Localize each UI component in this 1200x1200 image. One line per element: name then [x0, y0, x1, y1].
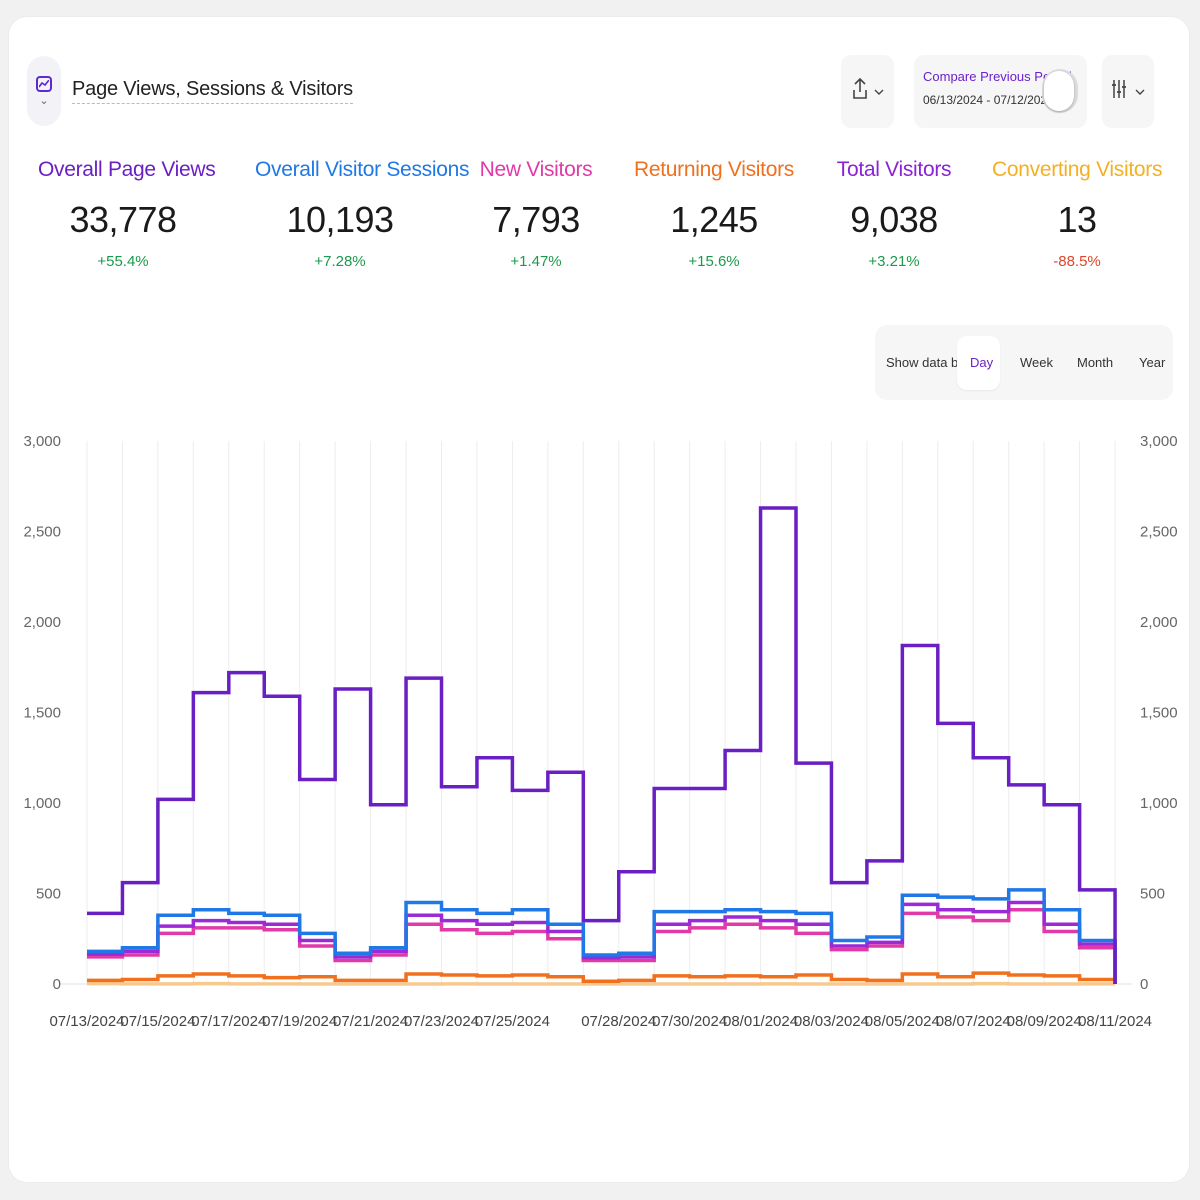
metric-total-visitors[interactable]: Total Visitors 9,038 +3.21%	[809, 158, 979, 270]
period-option-month[interactable]: Month	[1077, 355, 1114, 370]
chevron-down-icon: ⌄	[39, 95, 49, 107]
chart-settings-button[interactable]	[1102, 55, 1154, 128]
metric-delta: +15.6%	[688, 253, 740, 270]
series-line-overall-visitor-sessions	[87, 888, 1117, 984]
metric-label: Converting Visitors	[992, 158, 1163, 181]
compare-previous-period[interactable]: Compare Previous Period 06/13/2024 - 07/…	[914, 55, 1087, 128]
x-tick-label: 07/28/2024	[581, 1013, 656, 1030]
series-line-new-visitors	[87, 908, 1117, 984]
x-tick-label: 08/03/2024	[794, 1013, 869, 1030]
y-tick-label-left: 500	[36, 886, 61, 903]
metric-label: Overall Page Views	[38, 158, 216, 181]
metric-label: New Visitors	[479, 158, 593, 181]
x-tick-label: 07/25/2024	[475, 1013, 550, 1030]
metric-visitor-sessions[interactable]: Overall Visitor Sessions 10,193 +7.28%	[255, 158, 470, 270]
y-tick-label-left: 1,000	[23, 795, 61, 812]
metric-value: 1,245	[670, 199, 758, 240]
x-tick-label: 07/21/2024	[333, 1013, 408, 1030]
y-tick-label-right: 0	[1140, 976, 1148, 993]
compare-toggle[interactable]	[1042, 69, 1078, 113]
metric-label: Overall Visitor Sessions	[255, 158, 470, 181]
y-tick-label-right: 3,000	[1140, 433, 1178, 450]
series-line-total-visitors	[87, 900, 1117, 984]
metric-page-views[interactable]: Overall Page Views 33,778 +55.4%	[38, 158, 216, 270]
metric-delta: +3.21%	[868, 253, 920, 270]
y-tick-label-right: 2,000	[1140, 614, 1178, 631]
x-tick-label: 08/09/2024	[1007, 1013, 1082, 1030]
toggle-knob	[1044, 71, 1074, 111]
metric-value: 9,038	[850, 199, 938, 240]
y-tick-label-right: 2,500	[1140, 524, 1178, 541]
chevron-down-icon	[874, 85, 884, 99]
line-chart-icon	[36, 76, 52, 92]
widget-title[interactable]: Page Views, Sessions & Visitors	[72, 78, 353, 104]
y-tick-label-left: 2,000	[23, 614, 61, 631]
period-option-week[interactable]: Week	[1020, 355, 1053, 370]
x-tick-label: 07/17/2024	[191, 1013, 266, 1030]
metric-delta: -88.5%	[1053, 253, 1101, 270]
x-tick-label: 07/19/2024	[262, 1013, 337, 1030]
period-option-day[interactable]: Day	[957, 336, 1000, 390]
x-tick-label: 08/05/2024	[865, 1013, 940, 1030]
period-option-label: Day	[970, 355, 994, 370]
x-tick-label: 07/23/2024	[404, 1013, 479, 1030]
metric-value: 33,778	[69, 199, 177, 240]
metric-delta: +1.47%	[510, 253, 562, 270]
metric-label: Total Visitors	[836, 158, 952, 181]
period-label: Show data by:	[886, 355, 969, 370]
metric-delta: +7.28%	[314, 253, 366, 270]
x-tick-label: 07/15/2024	[120, 1013, 195, 1030]
period-selector: Show data by: Day Week Month Year	[875, 325, 1173, 400]
metric-new-visitors[interactable]: New Visitors 7,793 +1.47%	[451, 158, 621, 270]
y-tick-label-right: 1,000	[1140, 795, 1178, 812]
x-tick-label: 07/13/2024	[49, 1013, 124, 1030]
sliders-icon	[1111, 78, 1127, 105]
export-icon	[852, 77, 868, 105]
x-tick-label: 07/30/2024	[652, 1013, 727, 1030]
y-tick-label-left: 3,000	[23, 433, 61, 450]
export-button[interactable]	[841, 55, 894, 128]
y-tick-label-left: 1,500	[23, 705, 61, 722]
y-tick-label-left: 0	[53, 976, 61, 993]
metric-value: 10,193	[286, 199, 394, 240]
metric-delta: +55.4%	[97, 253, 149, 270]
series-line-overall-page-views	[87, 506, 1117, 984]
x-tick-label: 08/07/2024	[936, 1013, 1011, 1030]
metric-returning-visitors[interactable]: Returning Visitors 1,245 +15.6%	[629, 158, 799, 270]
x-tick-label: 08/01/2024	[723, 1013, 798, 1030]
chevron-down-icon	[1135, 85, 1145, 99]
x-tick-label: 08/11/2024	[1078, 1013, 1152, 1030]
metric-label: Returning Visitors	[634, 158, 794, 181]
metric-value: 7,793	[492, 199, 580, 240]
compare-label: Compare Previous Period	[923, 69, 1072, 84]
metric-converting-visitors[interactable]: Converting Visitors 13 -88.5%	[992, 158, 1162, 270]
compare-dates: 06/13/2024 - 07/12/2024	[923, 93, 1054, 107]
y-tick-label-right: 500	[1140, 886, 1165, 903]
y-tick-label-right: 1,500	[1140, 705, 1178, 722]
series-line-returning-visitors	[87, 971, 1117, 984]
y-tick-label-left: 2,500	[23, 524, 61, 541]
metric-value: 13	[1057, 199, 1097, 240]
widget-type-selector[interactable]: ⌄	[27, 56, 61, 126]
period-option-year[interactable]: Year	[1139, 355, 1166, 370]
chart-card	[9, 17, 1189, 1182]
